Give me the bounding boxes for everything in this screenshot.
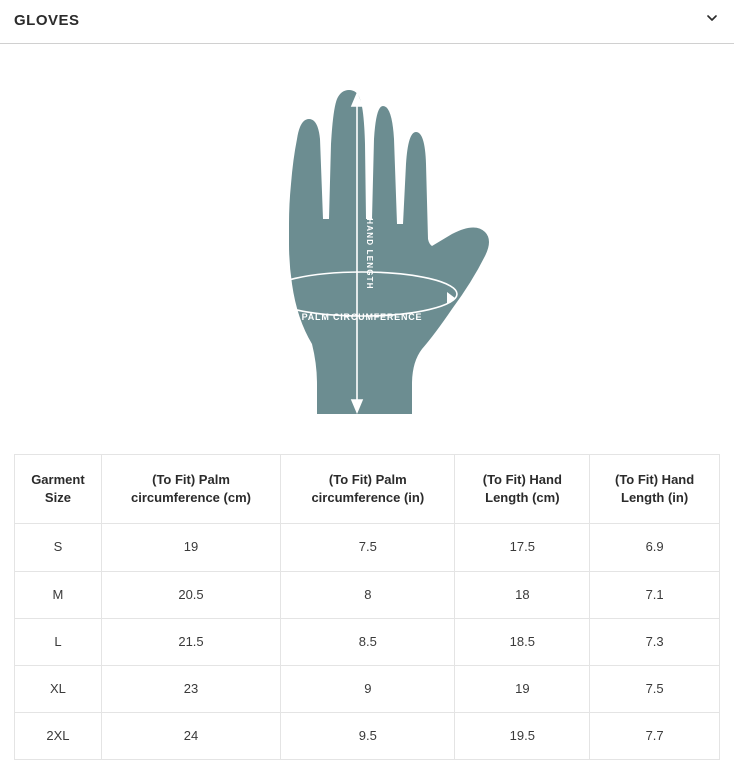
section-header[interactable]: GLOVES: [0, 0, 734, 44]
section-title: GLOVES: [14, 12, 80, 29]
col-hand-in: (To Fit) Hand Length (in): [590, 455, 720, 524]
table-header-row: Garment Size (To Fit) Palm circumference…: [15, 455, 720, 524]
table-row: L 21.5 8.5 18.5 7.3: [15, 618, 720, 665]
table-row: S 19 7.5 17.5 6.9: [15, 524, 720, 571]
size-chart-wrapper: Garment Size (To Fit) Palm circumference…: [0, 454, 734, 780]
table-row: 2XL 24 9.5 19.5 7.7: [15, 713, 720, 760]
size-chart-table: Garment Size (To Fit) Palm circumference…: [14, 454, 720, 760]
chevron-down-icon: [704, 10, 720, 31]
table-body: S 19 7.5 17.5 6.9 M 20.5 8 18 7.1 L 21.5…: [15, 524, 720, 760]
hand-measurement-diagram: HAND LENGTH PALM CIRCUMFERENCE: [0, 44, 734, 454]
table-row: XL 23 9 19 7.5: [15, 665, 720, 712]
col-palm-in: (To Fit) Palm circumference (in): [281, 455, 455, 524]
hand-length-label: HAND LENGTH: [365, 218, 374, 289]
col-garment-size: Garment Size: [15, 455, 102, 524]
hand-svg: HAND LENGTH PALM CIRCUMFERENCE: [217, 84, 517, 424]
col-hand-cm: (To Fit) Hand Length (cm): [455, 455, 590, 524]
palm-circumference-label: PALM CIRCUMFERENCE: [302, 312, 423, 322]
table-row: M 20.5 8 18 7.1: [15, 571, 720, 618]
col-palm-cm: (To Fit) Palm circumference (cm): [101, 455, 280, 524]
